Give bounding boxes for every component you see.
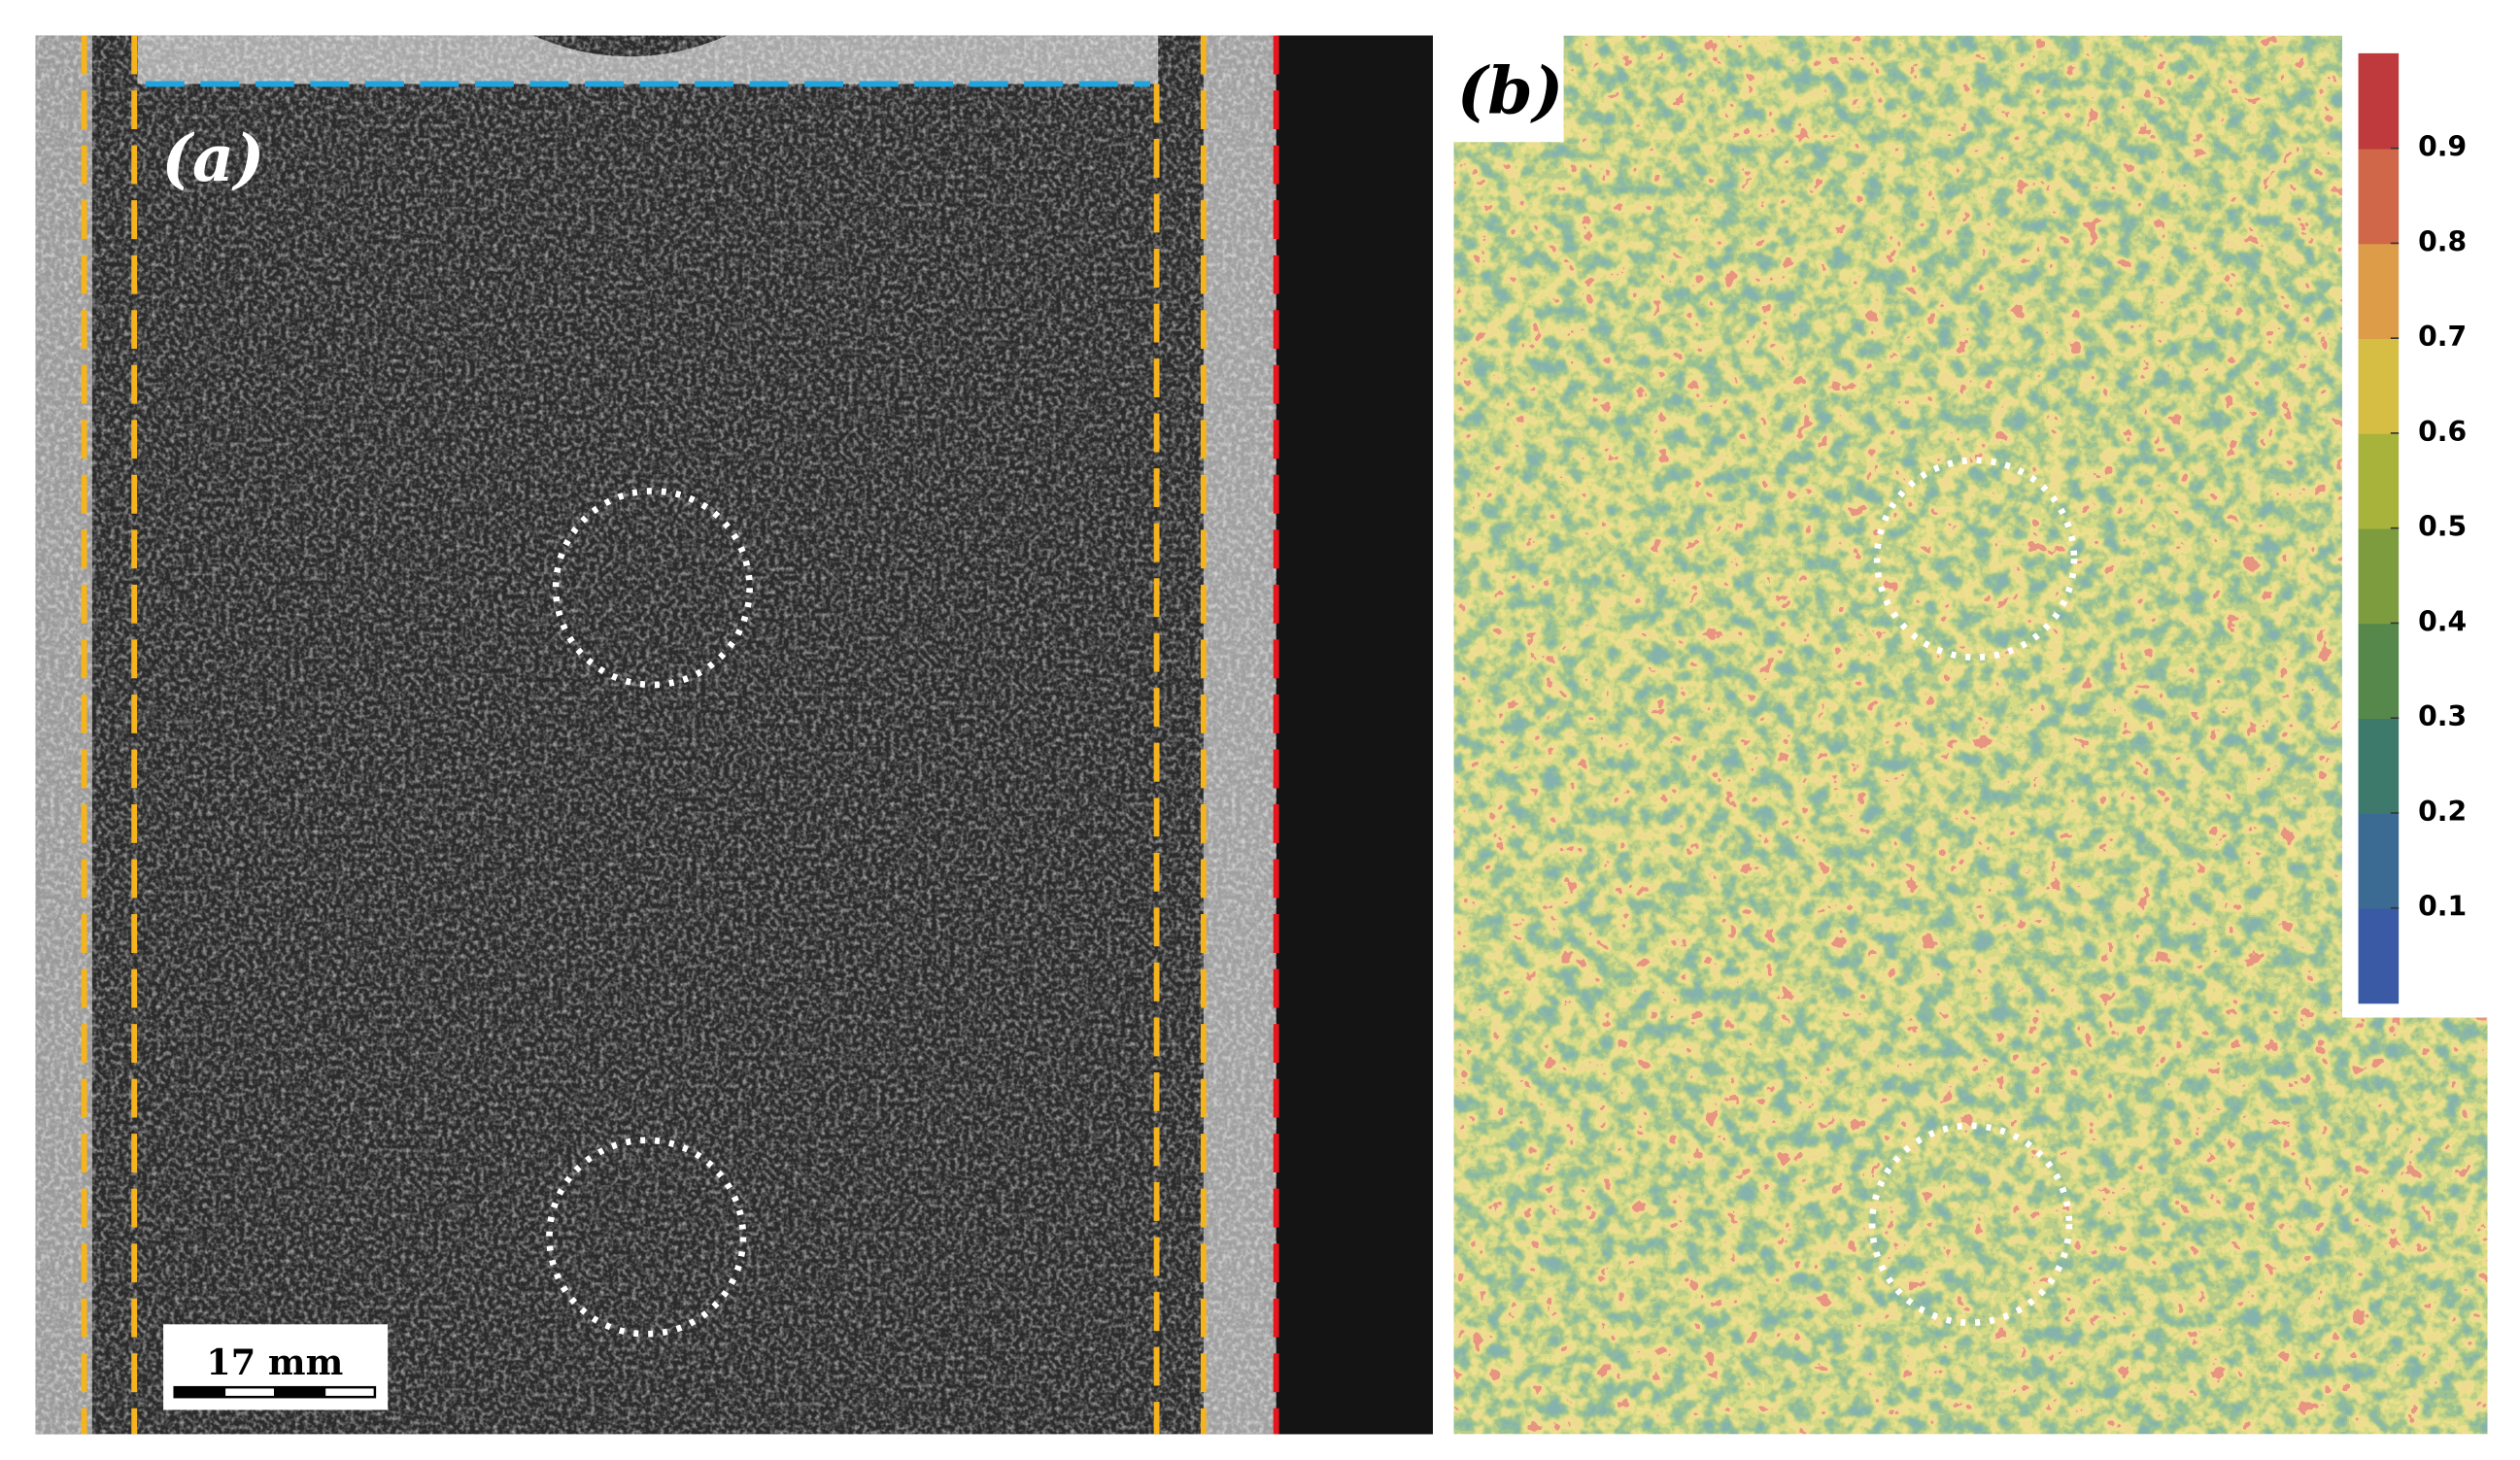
scale-seg [273, 1386, 326, 1398]
colorbar-band [2358, 148, 2400, 245]
colorbar: 0.1 0.2 0.3 0.4 0.5 0.6 0.7 0.8 0.9 [2358, 52, 2467, 1004]
panel-b [1453, 35, 2488, 1435]
colorbar-band [2358, 243, 2400, 339]
colorbar-band [2358, 52, 2400, 150]
field-map [1453, 35, 2488, 1435]
colorbar-tick-label: 0.2 [2418, 796, 2467, 828]
colorbar-tick-label: 0.5 [2418, 511, 2467, 543]
panel-label: (b) [1457, 52, 1563, 128]
colorbar-tick-label: 0.9 [2418, 131, 2467, 163]
colorbar-tick-label: 0.6 [2418, 416, 2467, 448]
colorbar-band [2358, 812, 2400, 909]
panel-a: (a) 17 mm [35, 35, 1433, 1435]
colorbar-band [2358, 907, 2400, 1004]
colorbar-band [2358, 432, 2400, 529]
strip [1276, 35, 1433, 1435]
circle [552, 488, 753, 689]
texture [35, 35, 1277, 1435]
colorbar-tick-label: 0.3 [2418, 700, 2467, 732]
colorbar-band [2358, 718, 2400, 814]
circle [546, 1137, 747, 1338]
scale-bar [173, 1385, 377, 1399]
colorbar-tick-label: 0.1 [2418, 891, 2467, 923]
colorbar-tick-label: 0.8 [2418, 225, 2467, 257]
scale-label: 17 mm [206, 1341, 343, 1383]
colorbar-tick-label: 0.4 [2418, 605, 2467, 637]
scale-seg [173, 1386, 226, 1398]
colorbar-band [2358, 623, 2400, 720]
colorbar-tick-label: 0.7 [2418, 321, 2467, 353]
colorbar-band [2358, 527, 2400, 625]
panel-label: (a) [161, 120, 264, 196]
colorbar-band [2358, 338, 2400, 434]
